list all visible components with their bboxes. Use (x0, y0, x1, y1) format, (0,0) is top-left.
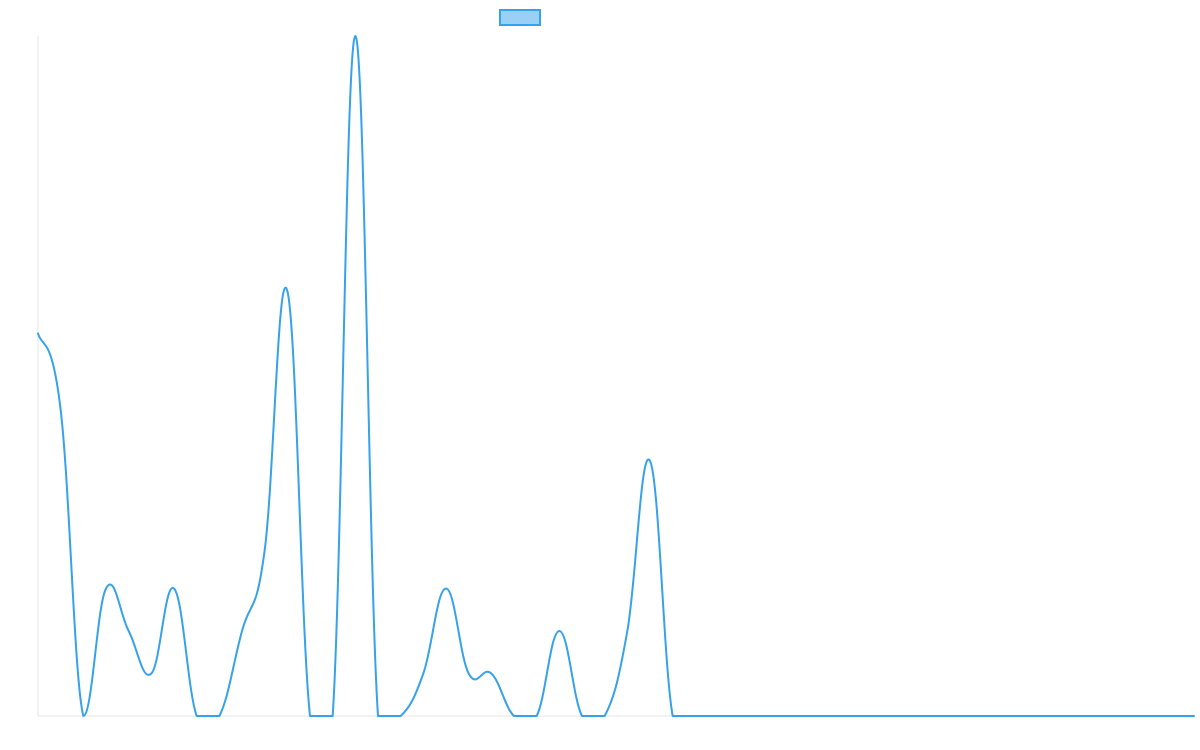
series-layer (35, 33, 1197, 719)
data-point[interactable] (783, 713, 789, 719)
data-point[interactable] (420, 671, 426, 677)
data-point[interactable] (35, 331, 41, 337)
data-point[interactable] (488, 671, 494, 677)
legend-swatch[interactable] (499, 9, 541, 26)
data-point[interactable] (851, 713, 857, 719)
data-point[interactable] (602, 713, 608, 719)
data-point[interactable] (307, 713, 313, 719)
series-line (37, 35, 1195, 717)
data-point[interactable] (1032, 713, 1038, 719)
data-point[interactable] (874, 713, 880, 719)
data-point[interactable] (194, 713, 200, 719)
data-point[interactable] (647, 458, 653, 464)
data-point[interactable] (1168, 713, 1174, 719)
data-point[interactable] (1055, 713, 1061, 719)
data-point[interactable] (1191, 713, 1197, 719)
data-point[interactable] (1078, 713, 1084, 719)
data-point[interactable] (466, 671, 472, 677)
data-point[interactable] (919, 713, 925, 719)
data-point[interactable] (624, 628, 630, 634)
data-point[interactable] (828, 713, 834, 719)
data-point[interactable] (330, 713, 336, 719)
data-point[interactable] (398, 713, 404, 719)
data-point[interactable] (103, 586, 109, 592)
data-point[interactable] (262, 547, 268, 553)
data-point[interactable] (375, 713, 381, 719)
data-point[interactable] (896, 713, 902, 719)
data-point[interactable] (1123, 713, 1129, 719)
data-point[interactable] (284, 288, 290, 294)
data-point[interactable] (738, 713, 744, 719)
data-point[interactable] (443, 586, 449, 592)
data-point[interactable] (760, 713, 766, 719)
data-point[interactable] (239, 628, 245, 634)
data-point[interactable] (352, 33, 358, 39)
data-point[interactable] (534, 713, 540, 719)
data-point[interactable] (806, 713, 812, 719)
data-point[interactable] (58, 407, 64, 413)
data-point[interactable] (964, 713, 970, 719)
data-point[interactable] (692, 713, 698, 719)
data-point[interactable] (715, 713, 721, 719)
data-point[interactable] (670, 713, 676, 719)
legend[interactable] (499, 9, 541, 26)
data-point[interactable] (987, 713, 993, 719)
data-point[interactable] (126, 628, 132, 634)
data-point[interactable] (511, 713, 517, 719)
data-point[interactable] (148, 671, 154, 677)
data-point[interactable] (1146, 713, 1152, 719)
data-point[interactable] (1010, 713, 1016, 719)
data-point[interactable] (1100, 713, 1106, 719)
data-point[interactable] (579, 713, 585, 719)
data-point[interactable] (171, 586, 177, 592)
axes (37, 36, 1194, 717)
data-point[interactable] (942, 713, 948, 719)
data-point[interactable] (80, 713, 86, 719)
data-point[interactable] (556, 628, 562, 634)
data-point[interactable] (216, 713, 222, 719)
